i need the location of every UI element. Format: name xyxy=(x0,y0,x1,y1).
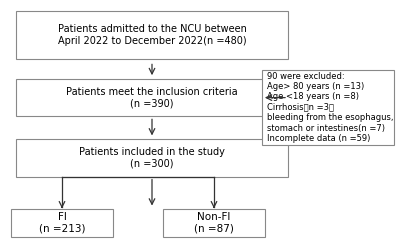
Text: Patients meet the inclusion criteria
(n =390): Patients meet the inclusion criteria (n … xyxy=(66,87,238,108)
FancyBboxPatch shape xyxy=(11,209,113,237)
FancyBboxPatch shape xyxy=(262,70,394,145)
Text: Patients admitted to the NCU between
April 2022 to December 2022(n =480): Patients admitted to the NCU between Apr… xyxy=(58,24,246,46)
Text: FI
(n =213): FI (n =213) xyxy=(39,212,85,234)
FancyBboxPatch shape xyxy=(163,209,265,237)
FancyBboxPatch shape xyxy=(16,11,288,59)
Text: Non-FI
(n =87): Non-FI (n =87) xyxy=(194,212,234,234)
FancyBboxPatch shape xyxy=(16,79,288,116)
Text: 90 were excluded:
Age> 80 years (n =13)
Age <18 years (n =8)
Cirrhosis（n =3）
ble: 90 were excluded: Age> 80 years (n =13) … xyxy=(267,72,393,143)
Text: Patients included in the study
(n =300): Patients included in the study (n =300) xyxy=(79,147,225,169)
FancyBboxPatch shape xyxy=(16,139,288,176)
